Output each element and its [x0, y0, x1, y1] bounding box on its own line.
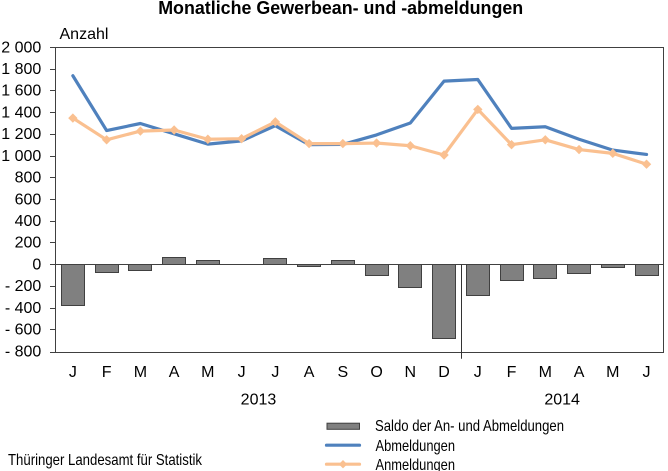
svg-text:400: 400: [15, 213, 42, 230]
svg-text:Thüringer Landesamt für Statis: Thüringer Landesamt für Statistik: [8, 452, 203, 469]
svg-text:2 000: 2 000: [1, 39, 41, 56]
svg-text:Abmeldungen: Abmeldungen: [376, 438, 456, 455]
svg-text:J: J: [643, 364, 651, 381]
svg-text:O: O: [370, 364, 382, 381]
svg-text:M: M: [134, 364, 147, 381]
svg-text:0: 0: [32, 256, 41, 273]
svg-text:200: 200: [15, 235, 42, 252]
svg-text:1 200: 1 200: [1, 126, 41, 143]
svg-text:2013: 2013: [241, 391, 277, 408]
svg-text:Anmeldungen: Anmeldungen: [376, 457, 456, 471]
svg-text:J: J: [271, 364, 279, 381]
svg-text:- 600: - 600: [5, 322, 42, 339]
svg-text:Saldo der An- und Abmeldungen: Saldo der An- und Abmeldungen: [375, 418, 564, 435]
svg-text:1 000: 1 000: [1, 148, 41, 165]
svg-text:F: F: [102, 364, 112, 381]
svg-text:2014: 2014: [544, 391, 580, 408]
svg-text:S: S: [337, 364, 348, 381]
svg-text:M: M: [201, 364, 214, 381]
svg-text:J: J: [69, 364, 77, 381]
svg-text:800: 800: [15, 170, 42, 187]
svg-text:J: J: [474, 364, 482, 381]
svg-text:A: A: [574, 364, 585, 381]
svg-text:F: F: [507, 364, 517, 381]
svg-text:M: M: [606, 364, 619, 381]
svg-text:1 600: 1 600: [1, 83, 41, 100]
svg-text:600: 600: [15, 191, 42, 208]
svg-text:M: M: [539, 364, 552, 381]
svg-text:D: D: [438, 364, 450, 381]
svg-text:N: N: [405, 364, 417, 381]
svg-text:Anzahl: Anzahl: [60, 26, 109, 43]
svg-text:- 200: - 200: [5, 278, 42, 295]
svg-text:1 800: 1 800: [1, 61, 41, 78]
svg-text:A: A: [169, 364, 180, 381]
svg-text:Monatliche Gewerbean- und -abm: Monatliche Gewerbean- und -abmeldungen: [158, 0, 523, 18]
svg-text:- 800: - 800: [5, 343, 42, 360]
svg-text:A: A: [304, 364, 315, 381]
svg-text:- 400: - 400: [5, 300, 42, 317]
svg-text:J: J: [238, 364, 246, 381]
svg-text:1 400: 1 400: [1, 104, 41, 121]
